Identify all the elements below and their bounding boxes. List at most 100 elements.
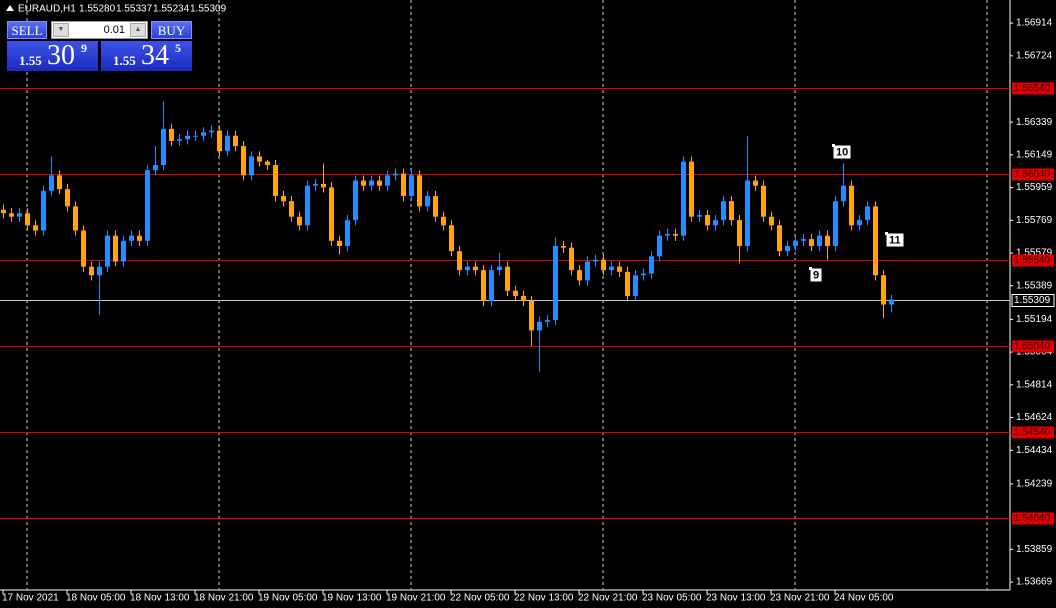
candle-body bbox=[249, 156, 254, 176]
candle-body bbox=[577, 270, 582, 281]
bid-label: 1.55309 bbox=[1014, 295, 1051, 306]
annotation-anchor bbox=[885, 232, 888, 235]
annotation-anchor bbox=[809, 267, 812, 270]
candle-body bbox=[49, 175, 54, 191]
candle-body bbox=[673, 233, 678, 236]
x-tick-label: 18 Nov 13:00 bbox=[130, 593, 190, 604]
buy-button[interactable]: BUY bbox=[151, 21, 192, 39]
candle-body bbox=[9, 213, 14, 217]
candle-body bbox=[809, 239, 814, 246]
candle-body bbox=[665, 233, 670, 236]
annotation-label: 10 bbox=[836, 146, 848, 158]
candle-body bbox=[617, 266, 622, 272]
sell-point: 9 bbox=[81, 41, 87, 55]
level-label: 1.55040 bbox=[1014, 341, 1051, 352]
candle-body bbox=[337, 240, 342, 246]
candle-body bbox=[585, 261, 590, 281]
candle-body bbox=[569, 247, 574, 271]
candle-body bbox=[761, 185, 766, 217]
candle-body bbox=[513, 290, 518, 296]
y-tick-label: 1.55389 bbox=[1016, 280, 1053, 291]
candle-body bbox=[641, 273, 646, 276]
candle-body bbox=[121, 240, 126, 262]
candle-body bbox=[57, 175, 62, 190]
candle-body bbox=[849, 185, 854, 226]
candle-body bbox=[689, 161, 694, 217]
candle-body bbox=[841, 185, 846, 202]
lot-decrease[interactable]: ▼ bbox=[53, 23, 69, 37]
candle-body bbox=[297, 216, 302, 226]
level-label-bg bbox=[1012, 340, 1054, 353]
candle-body bbox=[233, 135, 238, 147]
buy-price[interactable]: 1.55 34 5 bbox=[101, 40, 192, 71]
level-label: 1.54040 bbox=[1014, 513, 1051, 524]
candle-body bbox=[881, 275, 886, 305]
candle-body bbox=[73, 206, 78, 231]
y-tick-label: 1.55959 bbox=[1016, 182, 1053, 193]
lot-increase[interactable]: ▲ bbox=[130, 23, 146, 37]
y-tick-label: 1.54434 bbox=[1016, 445, 1053, 456]
x-tick-label: 17 Nov 2021 bbox=[2, 593, 59, 604]
candle-body bbox=[777, 225, 782, 252]
candle-body bbox=[225, 135, 230, 152]
candle-body bbox=[441, 216, 446, 226]
level-label-bg bbox=[1012, 254, 1054, 267]
candle-body bbox=[105, 235, 110, 267]
candle-body bbox=[889, 299, 894, 305]
level-label: 1.56040 bbox=[1014, 169, 1051, 180]
y-tick-label: 1.55579 bbox=[1016, 248, 1053, 259]
candle-body bbox=[505, 266, 510, 291]
header-high: 1.55337 bbox=[116, 4, 153, 15]
candle-body bbox=[857, 220, 862, 226]
candle-body bbox=[873, 206, 878, 276]
candle-body bbox=[385, 175, 390, 186]
y-tick-label: 1.56339 bbox=[1016, 117, 1053, 128]
candle-body bbox=[177, 139, 182, 141]
candle-body bbox=[289, 201, 294, 217]
candle-body bbox=[129, 235, 134, 241]
symbol-icon[interactable] bbox=[6, 5, 14, 11]
level-label-bg bbox=[1012, 512, 1054, 525]
candle-body bbox=[305, 185, 310, 226]
candle-body bbox=[217, 130, 222, 152]
one-click-trading-panel: SELL ▼ 0.01 ▲ BUY 1.55 30 9 1.55 34 5 bbox=[5, 19, 194, 71]
annotation-box bbox=[885, 232, 905, 248]
candle-body bbox=[553, 245, 558, 321]
x-tick-label: 24 Nov 05:00 bbox=[834, 593, 894, 604]
candle-body bbox=[817, 235, 822, 246]
candle-body bbox=[609, 266, 614, 271]
candle-body bbox=[321, 183, 326, 188]
candle-body bbox=[33, 225, 38, 231]
candle-body bbox=[81, 230, 86, 267]
candle-body bbox=[537, 321, 542, 331]
x-tick-label: 23 Nov 21:00 bbox=[770, 593, 830, 604]
candle-body bbox=[65, 189, 70, 207]
candle-body bbox=[137, 235, 142, 241]
candle-body bbox=[153, 165, 158, 171]
candle-body bbox=[521, 295, 526, 302]
header-open: 1.55280 bbox=[79, 4, 116, 15]
x-tick-label: 18 Nov 21:00 bbox=[194, 593, 254, 604]
annotation-box bbox=[809, 267, 823, 283]
x-tick-label: 19 Nov 13:00 bbox=[322, 593, 382, 604]
sell-price[interactable]: 1.55 30 9 bbox=[7, 40, 98, 71]
candle-body bbox=[705, 214, 710, 226]
candle-body bbox=[769, 216, 774, 226]
candle-body bbox=[825, 235, 830, 246]
level-label: 1.54540 bbox=[1014, 427, 1051, 438]
candle-body bbox=[369, 180, 374, 186]
x-tick-label: 23 Nov 05:00 bbox=[642, 593, 702, 604]
lot-size-input[interactable]: ▼ 0.01 ▲ bbox=[51, 21, 148, 39]
x-tick-label: 19 Nov 05:00 bbox=[258, 593, 318, 604]
level-label: 1.56540 bbox=[1014, 83, 1051, 94]
candle-body bbox=[1, 209, 6, 214]
candle-body bbox=[481, 270, 486, 302]
lot-value: 0.01 bbox=[103, 24, 125, 36]
candle-body bbox=[633, 275, 638, 296]
candle-body bbox=[41, 190, 46, 231]
level-label-bg bbox=[1012, 426, 1054, 439]
candle-body bbox=[489, 270, 494, 302]
sell-button[interactable]: SELL bbox=[7, 21, 47, 39]
y-tick-label: 1.53859 bbox=[1016, 544, 1053, 555]
